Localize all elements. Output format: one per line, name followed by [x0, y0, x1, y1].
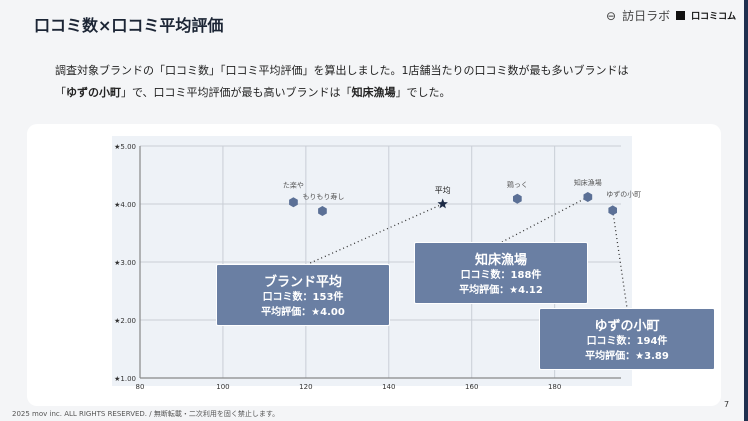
callout-title: ゆずの小町 [594, 319, 660, 334]
x-tick-label: 160 [465, 383, 478, 391]
callout-rating: 平均評価：★4.00 [261, 307, 345, 318]
x-tick-label: 140 [382, 383, 395, 391]
x-tick-label: 80 [136, 383, 145, 391]
point-label: 知床漁場 [574, 178, 602, 187]
y-tick-label: ★3.00 [114, 259, 136, 267]
hexagon-marker [513, 193, 522, 204]
leader-line-yuzu [612, 210, 628, 309]
leader-line-average [307, 203, 443, 265]
average-star-marker [437, 198, 448, 209]
logo-icon: ⊖ [606, 8, 617, 23]
callout-yuzu: ゆずの小町口コミ数：194件 平均評価：★3.89 [539, 308, 715, 370]
hexagon-marker [583, 192, 593, 202]
logo-text: 訪日ラボ [622, 9, 671, 23]
point-label: 平均 [435, 185, 451, 195]
callout-count: 口コミ数：188件 [460, 270, 542, 281]
logo2-icon [676, 11, 686, 20]
hexagon-marker [318, 206, 327, 216]
point-label: た楽や [283, 180, 304, 189]
callout-rating: 平均評価：★3.89 [585, 351, 669, 362]
callout-average: ブランド平均口コミ数：153件 平均評価：★4.00 [216, 264, 390, 326]
footer-copyright: 2025 mov inc. ALL RIGHTS RESERVED. / 無断転… [12, 410, 280, 418]
t: 」で、口コミ平均評価が最も高いブランドは「 [121, 86, 352, 99]
callout-rating: 平均評価：★4.12 [459, 285, 543, 296]
description: 調査対象ブランドの「口コミ数」「口コミ平均評価」を算出しました。1店舗当たりの口… [55, 60, 629, 104]
logo2-text: 口コミコム [691, 12, 737, 22]
edge-bar [744, 0, 748, 421]
t: 」でした。 [395, 86, 451, 99]
point-label: もりもり寿し [302, 192, 344, 201]
page-title: 口コミ数×口コミ平均評価 [34, 16, 224, 35]
highlight-top-rating: 知床漁場 [351, 86, 396, 99]
callout-title: 知床漁場 [474, 253, 527, 268]
y-tick-label: ★4.00 [114, 201, 136, 209]
hexagon-marker [608, 205, 617, 216]
y-tick-label: ★5.00 [114, 143, 136, 151]
logo: ⊖ 訪日ラボ 口コミコム [606, 7, 736, 24]
description-line2: 「ゆずの小町」で、口コミ平均評価が最も高いブランドは「知床漁場」でした。 [55, 82, 629, 104]
page-number: 7 [724, 400, 730, 409]
x-tick-label: 100 [216, 383, 229, 391]
x-tick-label: 180 [548, 383, 561, 391]
leader-line-shiretoko [501, 196, 589, 243]
hexagon-marker [289, 197, 298, 208]
callout-shiretoko: 知床漁場口コミ数：188件 平均評価：★4.12 [414, 242, 588, 304]
description-line1: 調査対象ブランドの「口コミ数」「口コミ平均評価」を算出しました。1店舗当たりの口… [55, 64, 629, 77]
point-label: ゆずの小町 [606, 189, 641, 198]
highlight-most-reviews: ゆずの小町 [66, 86, 121, 99]
callout-count: 口コミ数：153件 [262, 292, 344, 303]
x-tick-label: 120 [299, 383, 312, 391]
callout-count: 口コミ数：194件 [586, 336, 668, 347]
y-tick-label: ★2.00 [114, 317, 136, 325]
y-tick-label: ★1.00 [114, 375, 136, 383]
callout-title: ブランド平均 [263, 275, 342, 290]
t: 「 [55, 86, 66, 99]
point-label: 鶏っく [507, 180, 528, 189]
